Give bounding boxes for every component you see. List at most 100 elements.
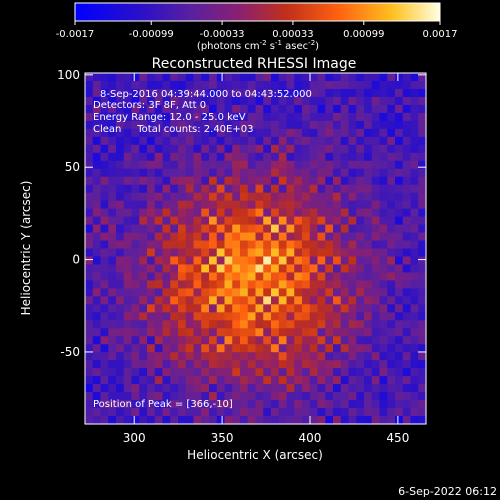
heatmap-cell [325,344,334,353]
heatmap-cell [139,112,148,122]
heatmap-cell [286,160,295,170]
heatmap-cell [410,320,419,329]
heatmap-cell [340,112,350,122]
heatmap-cell [325,128,334,138]
heatmap-cell [340,120,350,130]
heatmap-cell [123,328,133,337]
heatmap-cell [402,416,412,425]
heatmap-cell [325,104,334,114]
heatmap-cell [348,73,357,82]
heatmap-cell [209,392,218,401]
heatmap-cell [379,168,388,178]
heatmap-cell [356,104,365,114]
heatmap-cell [139,208,148,218]
heatmap-cell [201,344,210,353]
heatmap-cell [387,112,396,122]
heatmap-cell [333,128,342,138]
heatmap-cell [410,240,419,250]
heatmap-cell [402,312,412,321]
heatmap-cell [216,224,226,234]
heatmap-cell [193,104,202,114]
heatmap-cell [348,384,357,393]
heatmap-cell [139,408,148,417]
heatmap-cell [333,240,342,250]
heatmap-cell [379,408,388,417]
heatmap-cell [333,248,342,258]
heatmap-cell [387,344,396,353]
heatmap-cell [170,376,179,385]
heatmap-cell [317,352,326,361]
heatmap-cell [278,128,288,138]
heatmap-cell [387,73,396,82]
heatmap-cell [340,240,350,250]
heatmap-cell [193,232,202,242]
heatmap-cell [317,288,326,297]
heatmap-cell [240,160,249,170]
heatmap-cell [240,280,249,289]
heatmap-cell [178,288,187,297]
heatmap-cell [278,224,288,234]
heatmap-cell [325,280,334,289]
heatmap-cell [379,280,388,289]
heatmap-cell [170,96,179,106]
heatmap-cell [333,184,342,194]
heatmap-cell [340,344,350,353]
heatmap-cell [294,176,303,186]
heatmap-cell [286,120,295,130]
heatmap-cell [154,208,164,218]
heatmap-cell [340,352,350,361]
heatmap-cell [154,96,164,106]
heatmap-cell [387,192,396,202]
heatmap-cell [364,200,373,210]
heatmap-cell [364,336,373,345]
heatmap-cell [410,128,419,138]
heatmap-cell [224,304,233,313]
heatmap-cell [170,248,179,258]
heatmap-cell [387,336,396,345]
heatmap-cell [116,73,125,82]
heatmap-cell [302,160,311,170]
heatmap-cell [387,400,396,409]
heatmap-cell [108,240,117,250]
heatmap-cell [123,208,133,218]
heatmap-cell [139,120,148,130]
heatmap-cell [286,224,295,234]
heatmap-cell [185,136,195,146]
heatmap-cell [162,73,171,82]
heatmap-cell [325,288,334,297]
heatmap-cell [116,264,125,274]
heatmap-cell [139,192,148,202]
heatmap-cell [216,104,226,114]
heatmap-cell [309,304,319,313]
heatmap-cell [317,416,326,425]
heatmap-cell [271,224,280,234]
heatmap-cell [278,176,288,186]
heatmap-cell [263,200,272,210]
heatmap-cell [162,136,171,146]
heatmap-cell [387,352,396,361]
heatmap-cell [255,264,264,274]
heatmap-cell [185,96,195,106]
heatmap-cell [302,208,311,218]
heatmap-cell [309,176,319,186]
heatmap-cell [92,288,102,297]
heatmap-cell [131,144,140,154]
heatmap-cell [294,272,303,282]
heatmap-cell [108,168,117,178]
heatmap-cell [170,256,179,266]
heatmap-cell [263,272,272,282]
heatmap-cell [309,168,319,178]
heatmap-cell [147,392,156,401]
heatmap-cell [356,288,365,297]
heatmap-cell [100,400,109,409]
heatmap-cell [224,408,233,417]
heatmap-cell [240,168,249,178]
heatmap-cell [201,200,210,210]
heatmap-cell [340,248,350,258]
heatmap-cell [371,320,381,329]
heatmap-cell [348,216,357,226]
heatmap-cell [170,264,179,274]
heatmap-cell [193,328,202,337]
heatmap-cell [302,272,311,282]
heatmap-cell [247,80,257,90]
